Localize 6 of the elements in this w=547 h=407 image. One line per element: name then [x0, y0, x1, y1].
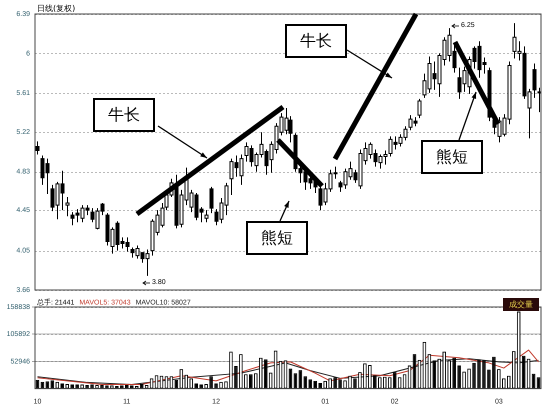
annotation: 牛长	[93, 98, 155, 132]
annotation: 熊短	[246, 221, 308, 255]
annotation: 成交量	[503, 298, 539, 311]
chart-title: 日线(复权)	[37, 4, 76, 13]
annotation: 熊短	[421, 140, 483, 174]
annotation: 牛长	[285, 24, 347, 58]
